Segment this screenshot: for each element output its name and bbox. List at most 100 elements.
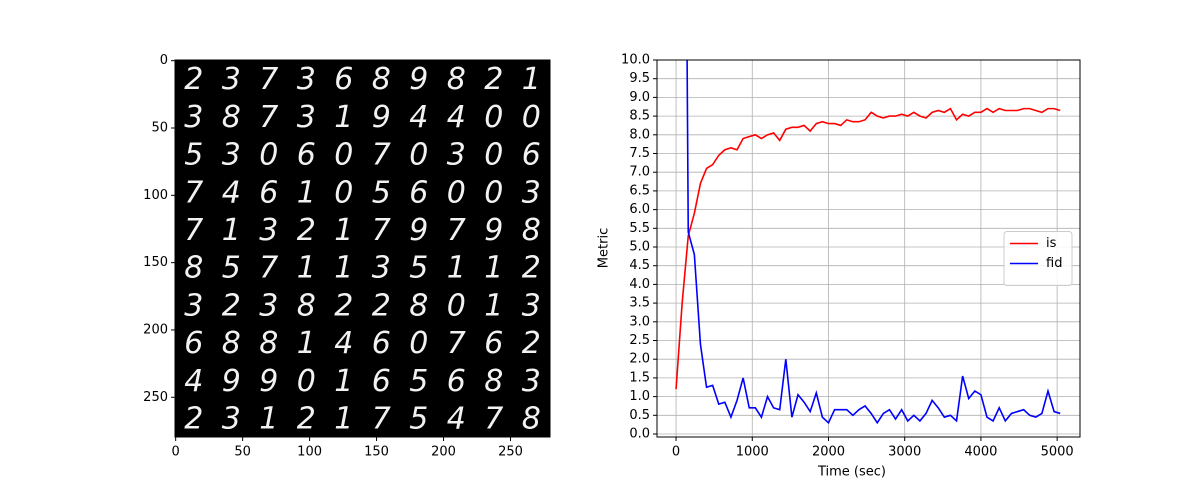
digit: 1 [297, 175, 316, 210]
digit: 0 [447, 175, 466, 210]
digit: 7 [447, 326, 466, 361]
y-tick-label: 150 [143, 255, 168, 270]
digit: 7 [259, 251, 278, 286]
digit: 1 [334, 251, 353, 286]
y-tick-label: 6.0 [629, 202, 650, 217]
digit: 0 [484, 138, 503, 173]
digit: 0 [409, 138, 428, 173]
digit: 2 [334, 288, 353, 323]
legend-label: fid [1046, 256, 1062, 271]
y-tick-label: 0.5 [629, 408, 650, 423]
digit: 1 [222, 213, 241, 248]
y-tick-label: 100 [143, 188, 168, 203]
digit: 4 [334, 326, 353, 361]
digit: 7 [372, 213, 391, 248]
digit: 3 [184, 288, 203, 323]
digit: 0 [334, 175, 353, 210]
y-tick-label: 0 [160, 53, 168, 68]
digit: 0 [297, 364, 316, 399]
x-tick-label: 0 [672, 445, 680, 460]
digit: 8 [259, 326, 278, 361]
digit: 1 [447, 251, 466, 286]
digit: 1 [297, 326, 316, 361]
digit: 7 [484, 402, 503, 437]
line-series [686, 60, 1061, 425]
y-tick-label: 0.0 [629, 427, 650, 442]
y-tick-label: 4.5 [629, 258, 650, 273]
y-tick-label: 10.0 [621, 53, 650, 68]
digit: 1 [484, 251, 503, 286]
x-axis-label: Time (sec) [817, 465, 886, 480]
digit: 6 [184, 326, 203, 361]
digit: 3 [297, 62, 316, 97]
digit: 6 [484, 326, 503, 361]
y-tick-label: 250 [143, 390, 168, 405]
y-tick-label: 7.5 [629, 146, 650, 161]
digit: 8 [297, 288, 316, 323]
digit: 3 [522, 288, 541, 323]
digit: 0 [447, 288, 466, 323]
x-tick-label: 50 [234, 445, 251, 460]
digit: 0 [334, 138, 353, 173]
x-tick-label: 3000 [888, 445, 921, 460]
digit: 6 [297, 138, 316, 173]
digit: 7 [372, 402, 391, 437]
y-tick-label: 2.5 [629, 333, 650, 348]
digit: 7 [259, 62, 278, 97]
y-tick-label: 3.5 [629, 296, 650, 311]
y-tick-label: 1.5 [629, 370, 650, 385]
digit: 1 [334, 364, 353, 399]
y-axis-label: Metric [597, 228, 612, 268]
y-tick-label: 1.0 [629, 389, 650, 404]
digit: 9 [484, 213, 503, 248]
digit: 6 [334, 62, 353, 97]
digit: 3 [222, 62, 241, 97]
digit: 0 [259, 138, 278, 173]
digit: 7 [184, 175, 203, 210]
digit: 5 [409, 402, 428, 437]
digit: 4 [447, 402, 466, 437]
digit: 6 [447, 364, 466, 399]
y-tick-label: 2.0 [629, 352, 650, 367]
digit: 1 [297, 251, 316, 286]
x-tick-label: 2000 [812, 445, 845, 460]
digit: 6 [372, 364, 391, 399]
x-tick-label: 100 [297, 445, 322, 460]
digit: 8 [522, 402, 541, 437]
digit: 0 [484, 100, 503, 135]
y-tick-label: 5.5 [629, 221, 650, 236]
line-series [675, 107, 1061, 390]
digit: 5 [372, 175, 391, 210]
digit: 1 [259, 402, 278, 437]
y-tick-label: 8.0 [629, 127, 650, 142]
digit: 2 [372, 288, 391, 323]
digit: 8 [447, 62, 466, 97]
digit: 2 [297, 213, 316, 248]
y-tick-label: 5.0 [629, 240, 650, 255]
digit: 7 [372, 138, 391, 173]
digit: 8 [222, 100, 241, 135]
digit: 3 [222, 402, 241, 437]
digit: 0 [484, 175, 503, 210]
digit: 6 [409, 175, 428, 210]
digit: 0 [409, 326, 428, 361]
legend-box [1003, 231, 1073, 286]
x-tick-label: 1000 [736, 445, 769, 460]
digit: 6 [372, 326, 391, 361]
digit: 2 [184, 62, 203, 97]
digit: 7 [447, 213, 466, 248]
digit: 7 [184, 213, 203, 248]
digit: 4 [409, 100, 428, 135]
digit: 1 [522, 62, 541, 97]
digit: 5 [184, 138, 203, 173]
digit: 9 [222, 364, 241, 399]
digit: 3 [522, 175, 541, 210]
digit: 6 [259, 175, 278, 210]
digit: 2 [297, 402, 316, 437]
x-tick-label: 4000 [964, 445, 997, 460]
x-tick-label: 250 [498, 445, 523, 460]
y-tick-label: 200 [143, 322, 168, 337]
y-tick-label: 50 [151, 120, 168, 135]
digit: 2 [484, 62, 503, 97]
digit: 2 [184, 402, 203, 437]
